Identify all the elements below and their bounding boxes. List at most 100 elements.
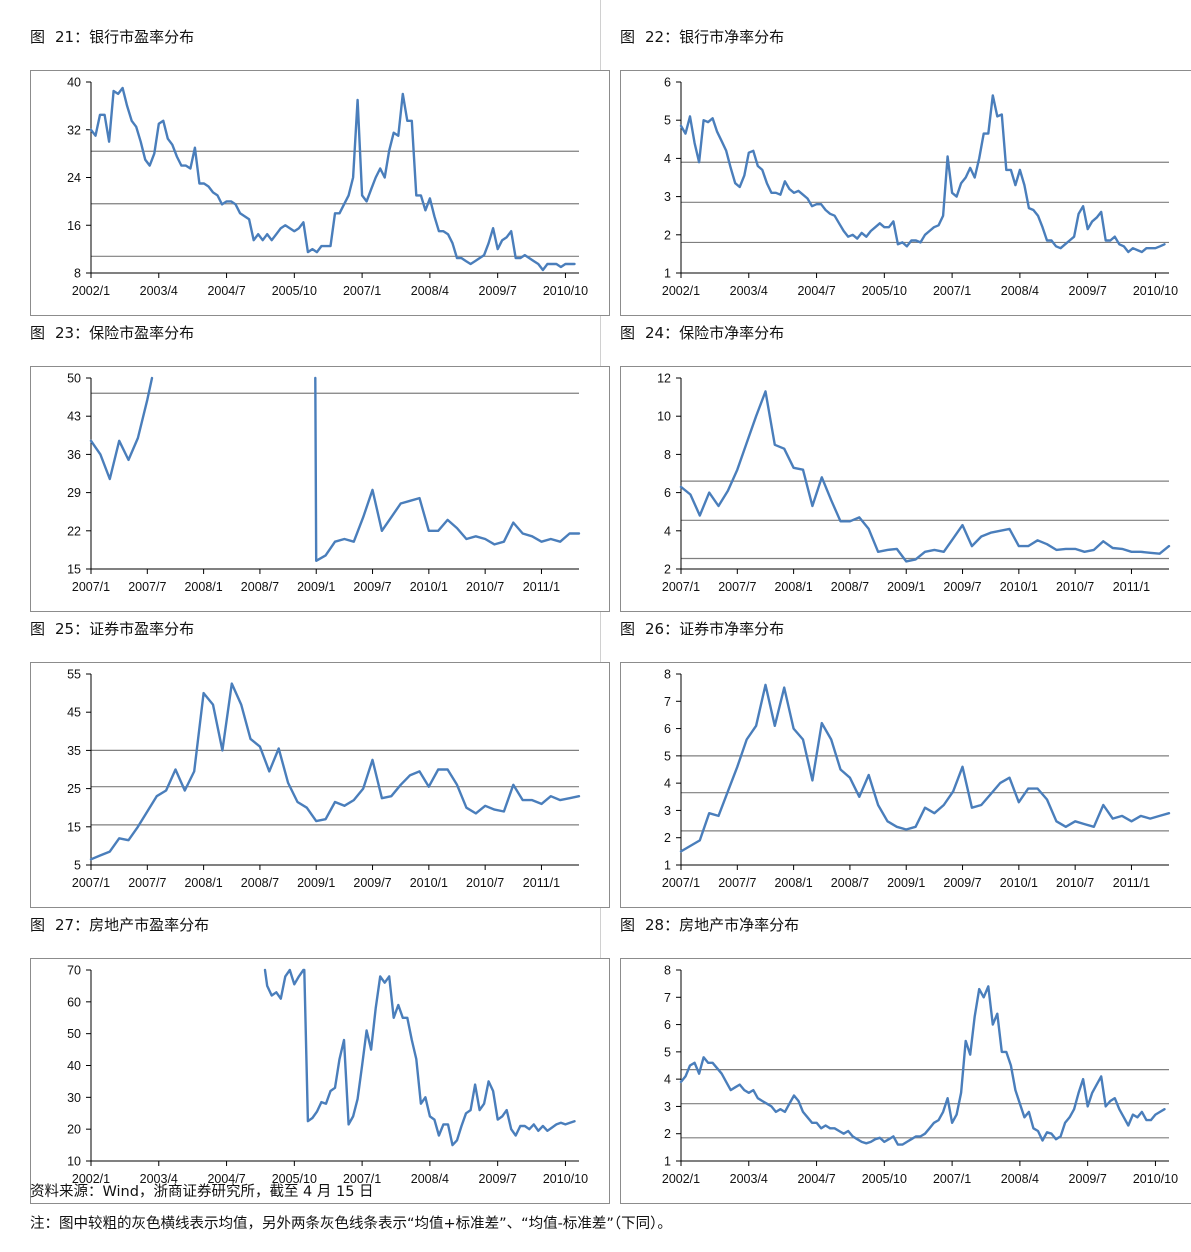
x-tick-label: 2007/1 [72,580,110,594]
y-tick-label: 8 [664,668,671,682]
x-tick-label: 2009/7 [353,580,391,594]
source-note: 资料来源：Wind，浙商证券研究所，截至 4 月 15 日 [30,1184,374,1200]
x-tick-label: 2008/4 [1001,284,1039,298]
x-tick-label: 2010/7 [1056,580,1094,594]
series-line [679,94,1166,254]
series-line [679,683,1171,853]
x-tick-label: 2007/7 [718,580,756,594]
chart-caption: 图 25：证券市盈率分布 [30,616,194,642]
figure-prefix: 图 [620,324,636,342]
y-tick-label: 50 [67,1027,81,1041]
chart-title: 保险市盈率分布 [89,324,195,342]
x-tick-label: 2010/10 [1133,284,1178,298]
chart-frame: 1 2 3 4 5 6 7 8 2002/1 2003/4 2004/7 2005/10 2007/1 2… [620,958,1191,1204]
chart-frame: 10 20 30 40 50 60 70 2002/1 2003/4 2004/7 2005/10 2… [30,958,610,1204]
x-tick-label: 2007/1 [343,1172,381,1186]
chart-svg: 8 16 24 32 40 2002/1 2003/4 2004/7 2005/10 2007/1… [67,76,588,299]
y-tick-label: 10 [67,1155,81,1169]
x-tick-label: 2004/7 [797,1172,835,1186]
x-tick-label: 2007/1 [933,284,971,298]
chart-title: 房地产市盈率分布 [89,916,210,934]
figure-prefix: 图 [30,28,46,46]
chart-svg: 1 2 3 4 5 6 7 8 2002/1 2003/4 2004/7 2005/10 2007/1 2… [662,964,1178,1187]
x-tick-label: 2010/1 [410,580,448,594]
y-tick-label: 30 [67,1091,81,1105]
figure-number: 26： [645,620,680,638]
chart-title: 证券市净率分布 [679,620,785,638]
y-tick-label: 36 [67,448,81,462]
figure-number: 27： [55,916,90,934]
y-tick-label: 40 [67,1059,81,1073]
chart-title: 银行市盈率分布 [89,28,195,46]
x-tick-label: 2002/1 [662,284,700,298]
series-line [89,682,581,861]
x-tick-label: 2008/1 [184,580,222,594]
y-tick-label: 6 [664,486,671,500]
x-tick-label: 2008/1 [774,876,812,890]
chart-caption: 图 21：银行市盈率分布 [30,24,194,50]
chart-svg: 15 22 29 36 43 50 2007/1 2007/7 2008/1 2008/7 2009… [67,372,581,594]
x-tick-label: 2005/10 [272,284,317,298]
x-tick-label: 2007/7 [718,876,756,890]
x-tick-label: 2008/4 [411,284,449,298]
figure-prefix: 图 [620,620,636,638]
chart-frame: 1 2 3 4 5 6 7 8 2007/1 2007/7 2008/1 2008/7 2009/1 20… [620,662,1191,908]
y-tick-label: 70 [67,964,81,978]
chart-svg: 2 4 6 8 10 12 2007/1 2007/7 2008/1 2008/7 2009/1 20… [657,372,1171,594]
x-tick-label: 2009/7 [479,1172,517,1186]
y-tick-label: 5 [74,859,81,873]
legend-note: 注：图中较粗的灰色横线表示均值，另外两条灰色线条表示“均值+标准差”、“均值-标… [30,1216,672,1232]
chart-frame: 15 22 29 36 43 50 2007/1 2007/7 2008/1 2008/7 2009… [30,366,610,612]
figure-prefix: 图 [30,620,46,638]
chart-panel-securities-pb: 图 26：证券市净率分布 1 2 3 4 5 6 7 8 2007/1 2007/7 2008/1 20… [620,616,1191,912]
x-tick-label: 2002/1 [72,1172,110,1186]
x-tick-label: 2004/7 [207,284,245,298]
x-tick-label: 2010/7 [466,580,504,594]
x-tick-label: 2010/1 [1000,876,1038,890]
y-tick-label: 5 [664,114,671,128]
x-tick-label: 2004/7 [207,1172,245,1186]
y-tick-label: 25 [67,782,81,796]
x-tick-label: 2005/10 [272,1172,317,1186]
x-tick-label: 2009/7 [943,580,981,594]
x-tick-label: 2007/1 [72,876,110,890]
y-tick-label: 8 [664,448,671,462]
x-tick-label: 2010/10 [1133,1172,1178,1186]
x-tick-label: 2002/1 [662,1172,700,1186]
x-tick-label: 2011/1 [1113,580,1150,594]
chart-svg: 10 20 30 40 50 60 70 2002/1 2003/4 2004/7 2005/10 2… [67,964,588,1187]
x-tick-label: 2009/1 [297,876,335,890]
series-line [263,968,576,1147]
y-tick-label: 20 [67,1123,81,1137]
x-tick-label: 2007/1 [343,284,381,298]
chart-panel-realestate-pb: 图 28：房地产市净率分布 1 2 3 4 5 6 7 8 2002/1 2003/4 2004/7 2… [620,912,1191,1208]
series-line [89,376,154,481]
y-tick-label: 16 [67,219,81,233]
chart-title: 证券市盈率分布 [89,620,195,638]
x-tick-label: 2008/7 [831,876,869,890]
chart-svg: 1 2 3 4 5 6 2002/1 2003/4 2004/7 2005/10 2007/1 200… [662,76,1178,299]
y-tick-label: 22 [67,524,81,538]
figure-number: 28： [645,916,680,934]
series-line [314,376,581,563]
x-tick-label: 2007/7 [128,580,166,594]
chart-title: 房地产市净率分布 [679,916,800,934]
x-tick-label: 2010/7 [1056,876,1094,890]
x-tick-label: 2009/7 [1069,1172,1107,1186]
x-tick-label: 2009/7 [479,284,517,298]
x-tick-label: 2008/7 [831,580,869,594]
figure-number: 25： [55,620,90,638]
figure-number: 23： [55,324,90,342]
chart-svg: 5 15 25 35 45 55 2007/1 2007/7 2008/1 2008/7 2009/… [67,668,581,890]
x-tick-label: 2008/4 [411,1172,449,1186]
x-tick-label: 2007/1 [933,1172,971,1186]
y-tick-label: 6 [664,1018,671,1032]
x-tick-label: 2003/4 [140,1172,178,1186]
x-tick-label: 2010/1 [1000,580,1038,594]
chart-caption: 图 24：保险市净率分布 [620,320,784,346]
x-tick-label: 2011/1 [523,580,560,594]
chart-panel-insurance-pb: 图 24：保险市净率分布 2 4 6 8 10 12 2007/1 2007/7 2008/1 20… [620,320,1191,616]
x-tick-label: 2005/10 [862,284,907,298]
x-tick-label: 2008/7 [241,580,279,594]
x-tick-label: 2010/10 [543,1172,588,1186]
